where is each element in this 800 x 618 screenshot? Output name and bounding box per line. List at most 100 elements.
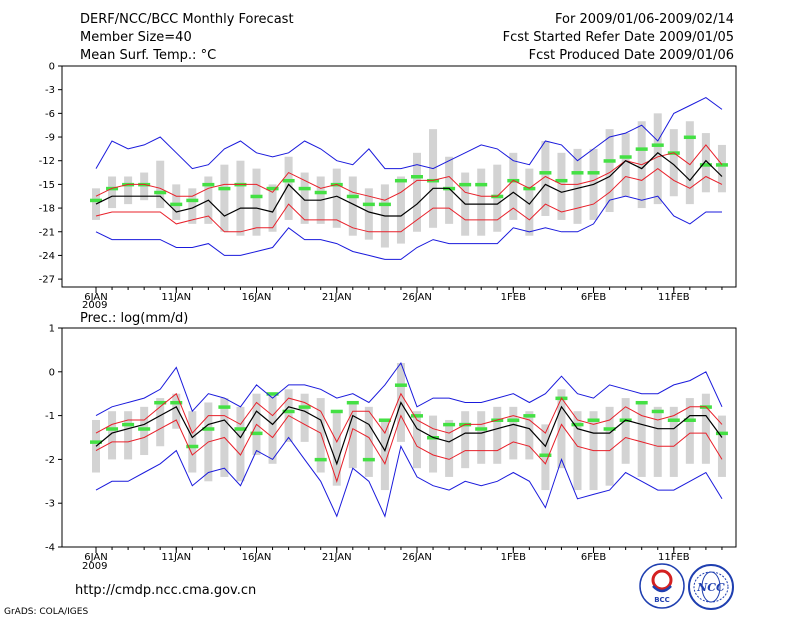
temperature-spread-box [172, 184, 181, 220]
temperature-observed-marker [571, 171, 584, 175]
temperature-observed-marker [411, 175, 423, 179]
started-date-label: Fcst Started Refer Date 2009/01/05 [503, 30, 734, 45]
figure-title: DERF/NCC/BCC Monthly Forecast [80, 12, 294, 27]
precipitation-spread-box [717, 415, 726, 477]
precipitation-observed-marker [475, 427, 488, 431]
precipitation-observed-marker [603, 427, 616, 431]
temperature-spread-box [605, 129, 614, 213]
temperature-observed-marker [298, 186, 311, 191]
precipitation-spread-box [445, 419, 454, 477]
temperature-spread-line [95, 144, 723, 201]
precipitation-observed-marker [282, 409, 295, 414]
temperature-y-tick-label: -6 [45, 109, 55, 120]
precipitation-spread-box [172, 393, 181, 429]
temperature-boxes [92, 113, 726, 248]
produced-date-label: Fcst Produced Date 2009/01/06 [529, 48, 734, 63]
precipitation-panel: Prec.: log(mm/d) 1 0 -1 -2 -3 -4 6JAN 11JAN 16J… [45, 311, 737, 572]
temperature-mean-line [95, 152, 723, 217]
precipitation-envelope-line [95, 361, 723, 417]
ncc-logo-text: NCC [696, 581, 725, 594]
precipitation-observed-marker [250, 431, 263, 436]
precipitation-spread-box [493, 406, 502, 464]
temperature-observed-marker [202, 182, 215, 187]
temperature-observed-marker [90, 198, 102, 203]
precipitation-x-tick-label: 11FEB [658, 552, 690, 563]
precipitation-spread-box [140, 406, 149, 456]
temperature-observed-marker [378, 202, 391, 207]
temperature-observed-marker [362, 202, 375, 207]
precipitation-spread-box [236, 406, 245, 482]
precipitation-title: Prec.: log(mm/d) [80, 311, 188, 326]
precipitation-spread-box [621, 398, 630, 464]
temperature-observed-marker [170, 202, 183, 207]
ncc-logo: NCC [688, 564, 734, 610]
precipitation-spread-box [429, 415, 438, 473]
precipitation-spread-box [541, 424, 550, 491]
precipitation-spread-box [124, 411, 133, 460]
precipitation-spread-box [188, 411, 197, 473]
temperature-spread-box [573, 148, 582, 224]
temperature-y-tick-label: -24 [39, 251, 55, 262]
precipitation-spread-box [685, 398, 694, 464]
temperature-year-label: 2009 [82, 300, 107, 311]
temperature-x-tick-label: 26JAN [402, 292, 432, 303]
precipitation-observed-marker [667, 418, 680, 422]
precipitation-observed-marker [218, 405, 231, 409]
precipitation-observed-marker [539, 453, 552, 458]
precipitation-observed-marker [298, 405, 311, 409]
source-url: http://cmdp.ncc.cma.gov.cn [75, 583, 256, 598]
temperature-spread-box [348, 176, 357, 236]
temperature-spread-box [108, 176, 117, 209]
temperature-envelope-line [95, 97, 723, 170]
precipitation-x-tick-label: 26JAN [402, 552, 432, 563]
precipitation-observed-marker [523, 414, 536, 418]
precipitation-observed-marker [683, 418, 696, 422]
temperature-spread-box [332, 168, 341, 228]
temperature-envelope-line [95, 195, 722, 260]
temperature-observed-marker [683, 135, 696, 140]
precipitation-spread-box [573, 411, 582, 491]
temperature-spread-box [284, 156, 293, 220]
precipitation-observed-marker [651, 409, 664, 414]
precipitation-observed-marker [411, 414, 423, 418]
precipitation-spread-box [557, 389, 566, 469]
precipitation-spread-line [95, 392, 723, 443]
temperature-spread-box [188, 188, 197, 224]
temperature-y-tick-label: -9 [45, 133, 55, 144]
precipitation-observed-marker [362, 457, 375, 462]
precipitation-lines [95, 361, 723, 518]
precipitation-observed-marker [170, 400, 183, 405]
temperature-spread-box [156, 160, 165, 209]
forecast-period-label: For 2009/01/06-2009/02/14 [555, 12, 734, 27]
precipitation-observed-marker [394, 383, 407, 387]
precipitation-spread-box [509, 406, 518, 460]
temperature-spread-box [669, 129, 678, 197]
precipitation-y-tick-label: 1 [49, 324, 55, 335]
precipitation-x-axis: 6JAN 11JAN 16JAN 21JAN 26JAN 1FEB 6FEB 11FEB [84, 547, 723, 563]
temperature-x-tick-label: 11FEB [658, 292, 690, 303]
precipitation-observed-marker [202, 427, 215, 431]
temperature-x-axis: 6JAN 11JAN 16JAN 21JAN 26JAN 1FEB 6FEB 11FEB [84, 287, 723, 303]
temperature-observed-marker [154, 190, 167, 195]
temperature-observed-marker [651, 143, 664, 147]
bcc-logo-text: BCC [654, 596, 670, 604]
precipitation-spread-box [637, 402, 646, 477]
temperature-y-tick-label: -3 [45, 85, 55, 96]
temperature-observed-marker [635, 147, 648, 151]
temperature-observed-marker [475, 182, 488, 187]
temperature-y-tick-label: -27 [39, 275, 55, 286]
precipitation-x-tick-label: 1FEB [501, 552, 526, 563]
temperature-spread-box [717, 144, 726, 193]
precipitation-spread-box [348, 402, 357, 469]
precipitation-x-tick-label: 21JAN [322, 552, 352, 563]
bcc-logo: BCC [639, 563, 685, 609]
temperature-observed-marker [619, 155, 632, 159]
temperature-x-tick-label: 1FEB [501, 292, 526, 303]
temperature-observed-marker [699, 163, 712, 167]
temperature-spread-box [236, 160, 245, 236]
temperature-spread-box [621, 133, 630, 197]
precipitation-y-tick-label: -2 [45, 455, 55, 466]
precipitation-spread-box [413, 411, 421, 469]
precipitation-observed-marker [90, 440, 102, 444]
